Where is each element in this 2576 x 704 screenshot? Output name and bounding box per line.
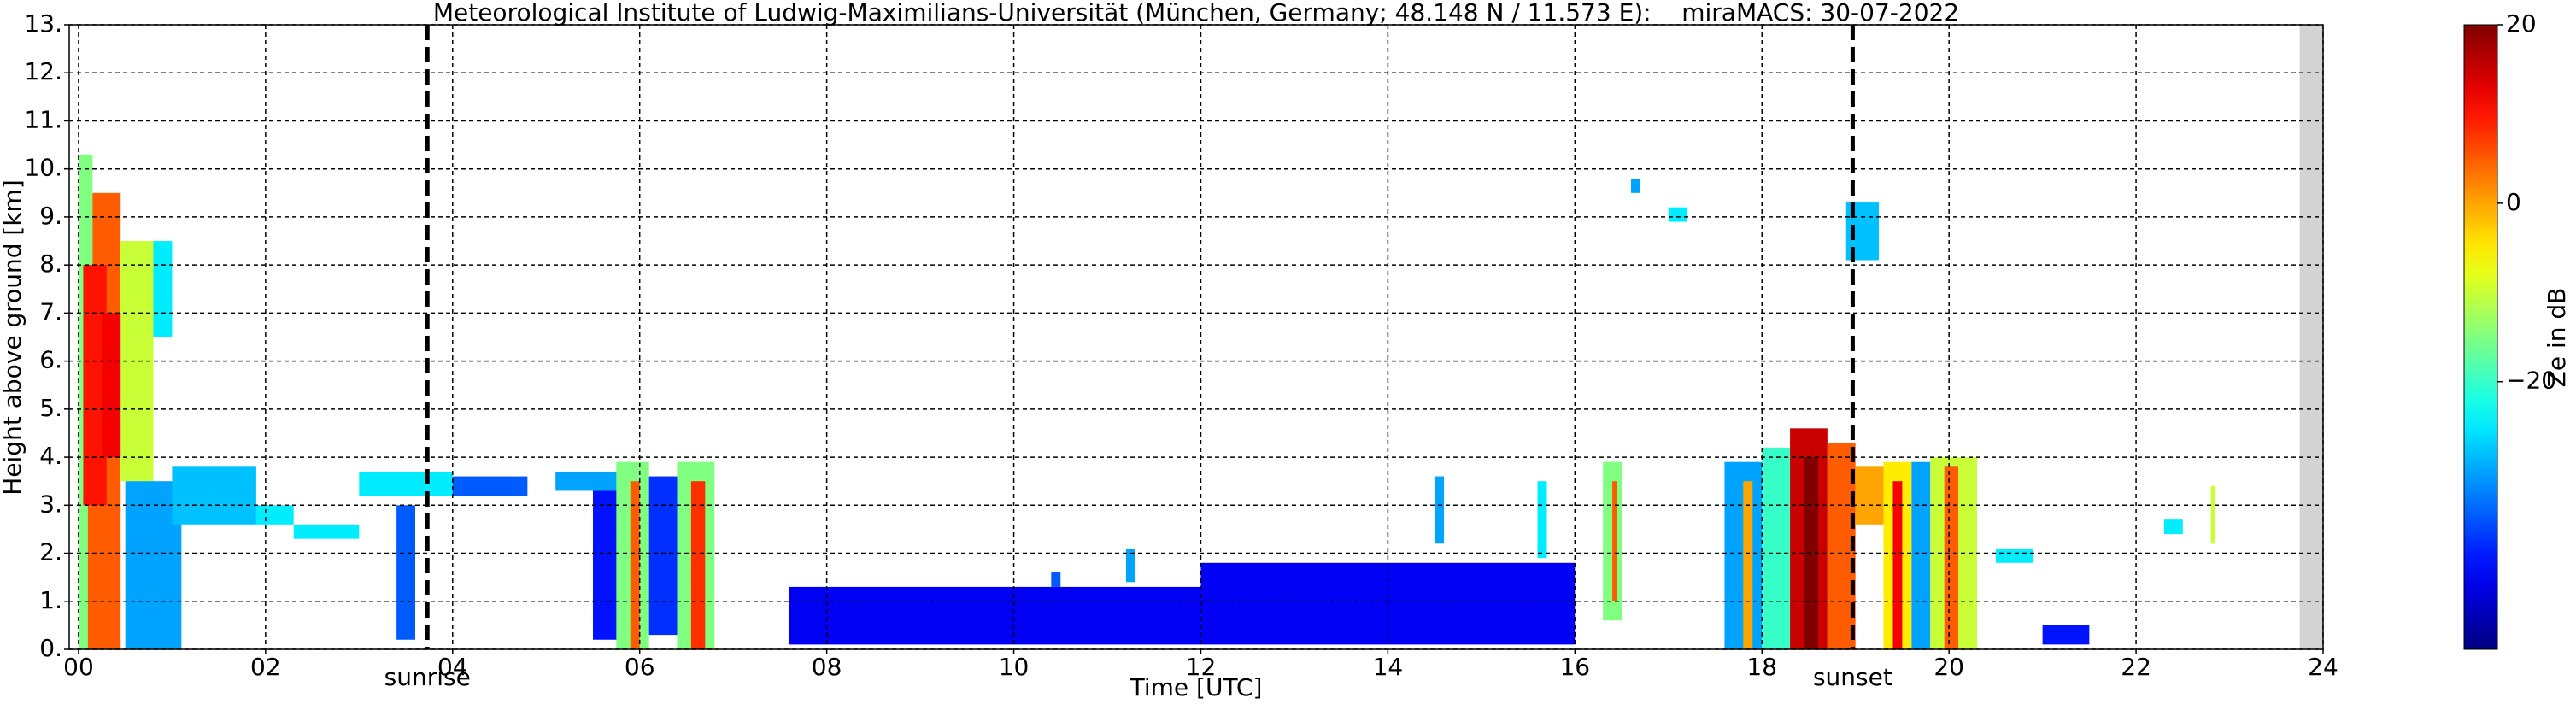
x-axis-label: Time [UTC] [1130, 673, 1263, 701]
x-tick-label: 04 [437, 653, 468, 681]
echo-cell [255, 505, 294, 525]
echo-cell [2210, 485, 2216, 544]
echo-cell [293, 524, 360, 539]
x-tick-label: 06 [625, 653, 655, 681]
colorbar-label: Ze in dB [2543, 288, 2571, 388]
echo-cell [87, 505, 116, 649]
y-tick-label: 5. [39, 394, 62, 422]
missing-data [2299, 25, 2323, 649]
echo-cell [1435, 476, 1445, 544]
y-tick-label: 3. [39, 490, 62, 518]
y-tick-label: 1. [39, 586, 62, 614]
x-tick-label: 20 [1933, 653, 1964, 681]
plot-frame [68, 24, 2324, 650]
echo-cell [1762, 447, 1791, 649]
echo-cell [2042, 625, 2090, 645]
y-tick-label: 10. [24, 154, 62, 182]
colorbar-tick-label: 0 [2506, 188, 2521, 216]
y-tick-label: 9. [39, 202, 62, 230]
x-tick-label: 12 [1186, 653, 1217, 681]
echo-cell [1630, 178, 1640, 193]
y-tick-label: 13. [24, 9, 62, 38]
y-tick-label: 8. [39, 249, 62, 278]
x-tick-label: 10 [999, 653, 1030, 681]
echo-cell [555, 471, 631, 491]
x-tick-label: 24 [2308, 653, 2338, 681]
echo-cell [153, 241, 173, 337]
echo-cell [1668, 207, 1687, 222]
colorbar [2463, 24, 2498, 650]
echo-cell [789, 586, 1201, 645]
echo-cell [1944, 466, 1959, 649]
y-tick-label: 0. [39, 634, 62, 662]
chart-title: Meteorological Institute of Ludwig-Maxim… [433, 0, 1959, 26]
annotation-label: sunrise [384, 663, 471, 691]
y-tick-label: 7. [39, 297, 62, 326]
x-tick-label: 22 [2121, 653, 2151, 681]
echo-cell [1612, 481, 1617, 601]
y-tick-label: 6. [39, 346, 62, 374]
echo-cell [359, 471, 453, 496]
echo-cell [396, 505, 416, 640]
echo-cell [1911, 461, 1931, 649]
colorbar-tick-label: −20 [2506, 367, 2556, 395]
echo-cell [1743, 481, 1753, 649]
echo-cell [1892, 481, 1903, 649]
x-tick-label: 18 [1746, 653, 1777, 681]
colorbar-tick-label: 20 [2506, 9, 2537, 38]
echo-cell [1995, 548, 2033, 563]
echo-cell [1125, 548, 1135, 583]
x-tick-label: 02 [250, 653, 281, 681]
echo-cell [2163, 519, 2183, 535]
annotation-label: sunset [1813, 663, 1892, 691]
y-tick-label: 4. [39, 442, 62, 470]
x-tick-label: 14 [1373, 653, 1404, 681]
x-tick-label: 00 [63, 653, 94, 681]
echo-cell [1537, 481, 1547, 559]
echo-cell [690, 481, 706, 649]
x-tick-label: 16 [1559, 653, 1590, 681]
echo-cell [648, 476, 678, 636]
echo-cell [1855, 466, 1884, 525]
echo-cell [1051, 572, 1061, 587]
y-tick-label: 11. [24, 105, 62, 133]
echo-cell [172, 466, 256, 525]
x-tick-label: 08 [812, 653, 842, 681]
y-axis-label: Height above ground [km] [0, 179, 26, 496]
echo-cell [452, 476, 528, 496]
echo-cell [630, 481, 640, 649]
y-tick-label: 12. [24, 57, 62, 85]
y-tick-label: 2. [39, 538, 62, 566]
